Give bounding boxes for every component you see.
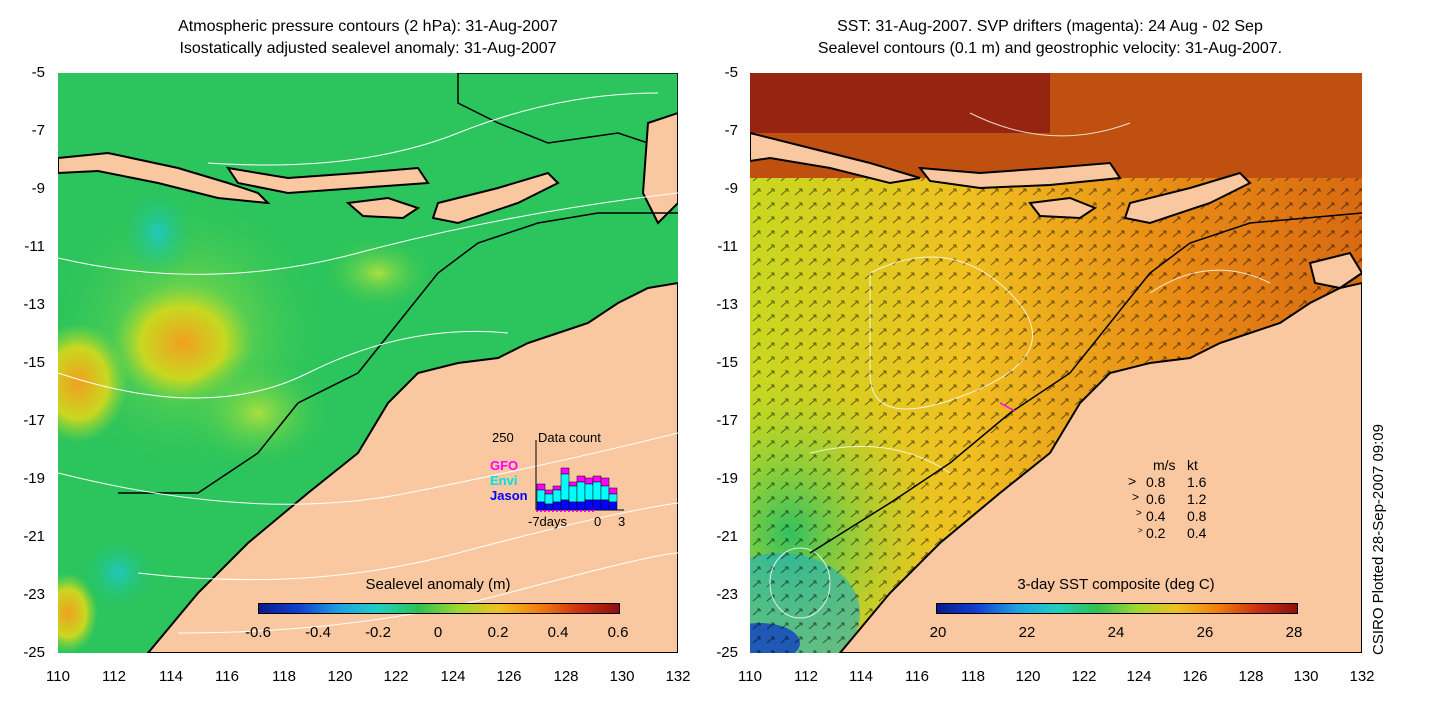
legend-arrow-icon: >	[1132, 490, 1140, 504]
right-ytick: -19	[716, 470, 738, 487]
left-xtick: 120	[327, 668, 353, 685]
right-xtick: 124	[1126, 668, 1152, 685]
right-ytick: -17	[716, 412, 738, 429]
source-envi: Envi	[490, 473, 518, 488]
right-title-line2: Sealevel contours (0.1 m) and geostrophi…	[817, 40, 1283, 57]
left-ytick: -7	[31, 122, 45, 139]
legend-row-kt: 1.2	[1187, 491, 1207, 507]
data-count-max: 250	[492, 430, 514, 445]
legend-row-kt: 0.4	[1187, 525, 1207, 541]
right-ytick: -9	[724, 180, 738, 197]
right-cbtick: 20	[929, 624, 947, 641]
left-ytick: -19	[23, 470, 45, 487]
right-xtick: 130	[1293, 668, 1319, 685]
left-ytick: -11	[24, 238, 45, 255]
right-ytick: -15	[716, 354, 738, 371]
left-ytick: -23	[23, 586, 45, 603]
data-count-histogram	[535, 440, 624, 512]
credit-text: CSIRO Plotted 28-Sep-2007 09:09	[1370, 424, 1387, 655]
left-ytick: -25	[23, 644, 45, 661]
left-xtick: 130	[609, 668, 635, 685]
left-cbtick: 0.6	[607, 624, 629, 641]
right-ytick: -11	[717, 238, 738, 255]
left-colorbar	[258, 603, 620, 614]
legend-row-kt: 1.6	[1187, 474, 1207, 490]
left-xtick: 128	[553, 668, 579, 685]
right-ytick: -21	[716, 528, 738, 545]
left-ytick: -21	[23, 528, 45, 545]
right-ytick: -13	[716, 296, 738, 313]
right-xtick: 110	[738, 668, 762, 685]
data-count-title: Data count	[538, 430, 601, 445]
right-cbtick: 28	[1285, 624, 1303, 641]
left-cbtick: -0.4	[305, 624, 331, 641]
data-count-x-zero: 0	[594, 514, 602, 529]
right-colorbar	[936, 603, 1298, 614]
left-ytick: -13	[23, 296, 45, 313]
left-ytick: -5	[31, 64, 45, 81]
legend-row-ms: 0.8	[1146, 474, 1166, 490]
legend-header-kt: kt	[1187, 457, 1198, 473]
legend-arrow-icon: >	[1136, 508, 1142, 519]
right-xtick: 122	[1071, 668, 1097, 685]
right-colorbar-label: 3-day SST composite (deg C)	[1017, 576, 1215, 593]
legend-arrow-icon: >	[1138, 526, 1143, 535]
left-xtick: 110	[46, 668, 70, 685]
right-cbtick: 26	[1196, 624, 1214, 641]
legend-row-ms: 0.2	[1146, 525, 1166, 541]
left-cbtick: 0.4	[547, 624, 569, 641]
legend-row-ms: 0.6	[1146, 491, 1166, 507]
right-xtick: 114	[849, 668, 873, 685]
left-xtick: 132	[665, 668, 691, 685]
right-xtick: 112	[794, 668, 818, 685]
left-xtick: 126	[496, 668, 522, 685]
data-count-x-end: 3	[618, 514, 626, 529]
right-title-line1: SST: 31-Aug-2007. SVP drifters (magenta)…	[837, 18, 1263, 35]
right-ytick: -5	[724, 64, 738, 81]
right-ytick: -7	[724, 122, 738, 139]
data-count-x-start: -7days	[528, 514, 568, 529]
left-xtick: 118	[272, 668, 296, 685]
source-jason: Jason	[490, 488, 528, 503]
left-xtick: 112	[102, 668, 126, 685]
left-ytick: -17	[23, 412, 45, 429]
left-xtick: 114	[159, 668, 183, 685]
left-cbtick: -0.6	[245, 624, 271, 641]
legend-row-kt: 0.8	[1187, 508, 1207, 524]
right-xtick: 126	[1182, 668, 1208, 685]
left-ytick: -9	[31, 180, 45, 197]
left-title-line2: Isostatically adjusted sealevel anomaly:…	[179, 40, 557, 57]
left-xtick: 122	[383, 668, 409, 685]
left-title-line1: Atmospheric pressure contours (2 hPa): 3…	[178, 18, 558, 35]
right-ytick: -25	[716, 644, 738, 661]
right-xtick: 118	[961, 668, 985, 685]
legend-row-ms: 0.4	[1146, 508, 1166, 524]
left-cbtick: 0	[433, 624, 443, 641]
left-ytick: -15	[23, 354, 45, 371]
left-colorbar-label: Sealevel anomaly (m)	[365, 576, 511, 593]
left-cbtick: -0.2	[365, 624, 391, 641]
left-xtick: 116	[215, 668, 239, 685]
right-xtick: 132	[1349, 668, 1375, 685]
left-map-sealevel	[58, 73, 678, 653]
right-xtick: 128	[1238, 668, 1264, 685]
source-gfo: GFO	[490, 458, 519, 473]
left-cbtick: 0.2	[487, 624, 509, 641]
right-cbtick: 22	[1018, 624, 1036, 641]
left-xtick: 124	[440, 668, 466, 685]
right-xtick: 120	[1015, 668, 1041, 685]
right-ytick: -23	[716, 586, 738, 603]
legend-arrow-icon: >	[1128, 473, 1137, 489]
right-xtick: 116	[905, 668, 929, 685]
right-cbtick: 24	[1107, 624, 1125, 641]
legend-header-ms: m/s	[1153, 457, 1176, 473]
right-map-sst	[750, 73, 1362, 653]
